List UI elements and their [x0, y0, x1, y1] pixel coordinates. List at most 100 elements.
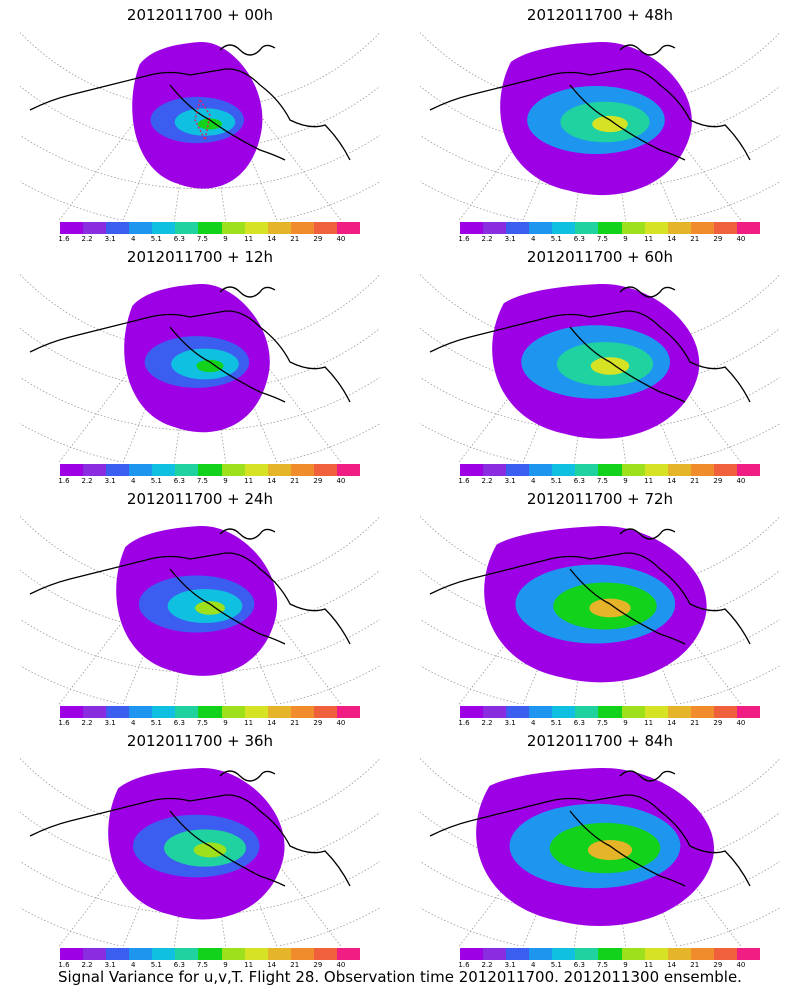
colorbar-tick-label: 5.1: [550, 235, 562, 243]
colorbar-tick-label: 29: [713, 477, 723, 485]
colorbar-swatch: [313, 948, 337, 960]
coastline: [429, 44, 751, 161]
colorbar-swatch: [313, 706, 337, 718]
panel-title: 2012011700 + 36h: [126, 732, 274, 750]
variance-region-max: [590, 357, 630, 375]
map-panel: 2012011700 + 48h 1.6 2.2 3.1 4 5.1 6.3 7.5 9 11 14…: [400, 0, 800, 245]
colorbar: [60, 948, 361, 960]
colorbar-swatch: [221, 222, 245, 234]
colorbar-swatch: [713, 948, 737, 960]
colorbar-tick-label: 7.5: [596, 719, 609, 727]
colorbar-swatch: [621, 464, 645, 476]
colorbar-tick-label: 9: [623, 961, 628, 969]
colorbar-swatch: [198, 222, 222, 234]
colorbar-tick-label: 21: [290, 477, 300, 485]
colorbar-swatch: [129, 948, 153, 960]
colorbar-tick-label: 40: [736, 235, 746, 243]
polar-map: [20, 516, 380, 704]
coastline: [29, 770, 351, 887]
colorbar-tick-label: 6.3: [173, 961, 185, 969]
colorbar-tick-label: 11: [244, 477, 254, 485]
colorbar-swatch: [713, 222, 737, 234]
map-panel: 2012011700 + 72h 1.6 2.2 3.1 4 5.1 6.3 7.5 9 11 14…: [400, 484, 800, 729]
colorbar-swatch: [483, 464, 507, 476]
colorbar-swatch: [736, 464, 761, 476]
latitude-line: [20, 134, 380, 190]
colorbar-tick-label: 3.1: [104, 961, 116, 969]
polar-map: [420, 32, 780, 220]
colorbar-swatch: [83, 948, 107, 960]
latitude-line: [20, 860, 380, 916]
colorbar-swatch: [221, 464, 245, 476]
colorbar: [460, 706, 761, 718]
colorbar-tick-label: 1.6: [458, 961, 470, 969]
variance-region-max: [193, 842, 227, 858]
colorbar-tick-label: 14: [667, 477, 677, 485]
colorbar-tick-label: 14: [267, 477, 277, 485]
colorbar-swatch: [506, 222, 530, 234]
polar-map: [20, 274, 380, 462]
variance-field: [500, 41, 692, 196]
colorbar-swatch: [575, 948, 599, 960]
colorbar-tick-label: 7.5: [196, 477, 209, 485]
panel-title: 2012011700 + 24h: [126, 490, 274, 508]
colorbar-tick-label: 7.5: [196, 719, 209, 727]
colorbar-tick-label: 5.1: [150, 477, 162, 485]
colorbar-tick-label: 14: [667, 235, 677, 243]
colorbar-tick-label: 6.3: [173, 719, 185, 727]
variance-region-max: [196, 359, 224, 373]
colorbar-swatch: [244, 706, 268, 718]
colorbar-tick-label: 1.6: [58, 477, 70, 485]
colorbar-swatch: [106, 706, 130, 718]
colorbar-swatch: [598, 222, 622, 234]
colorbar-tick-label: 9: [223, 719, 228, 727]
colorbar-swatch: [644, 948, 668, 960]
colorbar-swatch: [221, 948, 245, 960]
map-panel: 2012011700 + 00h 1.6 2.2 3.1 4 5.1 6.3 7.5 9 11 14…: [0, 0, 400, 245]
colorbar-swatch: [152, 222, 176, 234]
colorbar-swatch: [483, 222, 507, 234]
colorbar-swatch: [506, 464, 530, 476]
colorbar-tick-label: 7.5: [196, 961, 209, 969]
colorbar-tick-label: 6.3: [573, 235, 585, 243]
colorbar-swatch: [552, 464, 576, 476]
colorbar-swatch: [336, 464, 361, 476]
colorbar-tick-label: 29: [713, 235, 723, 243]
colorbar-tick-label: 14: [667, 719, 677, 727]
colorbar-swatch: [336, 222, 361, 234]
colorbar-tick-label: 21: [690, 719, 700, 727]
colorbar-swatch: [175, 706, 199, 718]
colorbar-swatch: [244, 464, 268, 476]
colorbar-tick-label: 11: [244, 719, 254, 727]
colorbar-swatch: [198, 706, 222, 718]
colorbar-tick-label: 7.5: [596, 235, 609, 243]
colorbar-tick-label: 6.3: [173, 235, 185, 243]
map-panel: 2012011700 + 24h 1.6 2.2 3.1 4 5.1 6.3 7.5 9 11 14…: [0, 484, 400, 729]
colorbar-swatch: [575, 222, 599, 234]
colorbar-swatch: [60, 948, 84, 960]
colorbar-swatch: [221, 706, 245, 718]
colorbar-swatch: [690, 706, 714, 718]
colorbar-swatch: [736, 706, 761, 718]
colorbar-swatch: [267, 706, 291, 718]
polar-map: [20, 32, 380, 220]
colorbar-swatch: [198, 464, 222, 476]
colorbar-tick-label: 1.6: [58, 235, 70, 243]
colorbar-labels: 1.6 2.2 3.1 4 5.1 6.3 7.5 9 11 14 21 29 40: [58, 961, 360, 971]
colorbar-tick-label: 5.1: [550, 477, 562, 485]
colorbar-tick-label: 40: [736, 961, 746, 969]
colorbar-tick-label: 2.2: [81, 719, 93, 727]
colorbar-swatch: [621, 706, 645, 718]
colorbar-tick-label: 29: [713, 719, 723, 727]
colorbar-swatch: [736, 948, 761, 960]
colorbar-tick-label: 11: [644, 961, 654, 969]
variance-field: [124, 283, 270, 433]
colorbar-tick-label: 1.6: [458, 719, 470, 727]
colorbar-tick-label: 11: [644, 235, 654, 243]
colorbar-swatch: [644, 464, 668, 476]
colorbar-swatch: [598, 706, 622, 718]
colorbar-swatch: [60, 706, 84, 718]
colorbar-swatch: [129, 706, 153, 718]
variance-field: [476, 767, 715, 926]
colorbar-tick-label: 40: [336, 961, 346, 969]
